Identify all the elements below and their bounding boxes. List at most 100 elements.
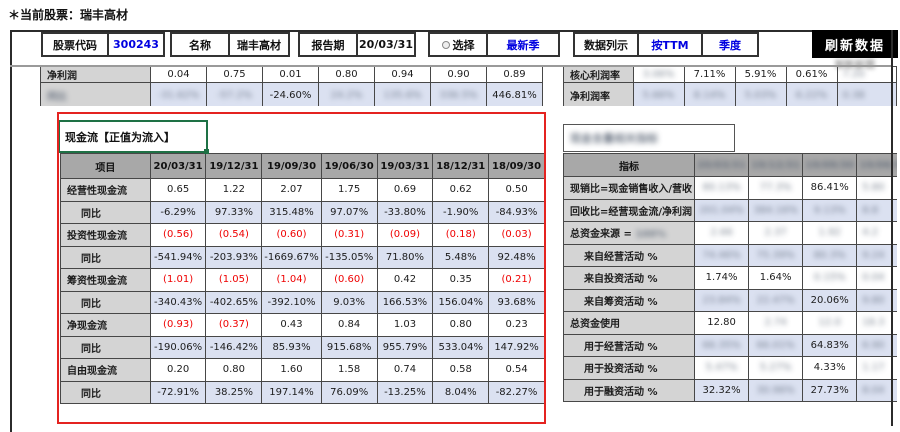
data-cell[interactable]: 12.80: [694, 311, 750, 335]
data-cell[interactable]: -190.06%: [149, 335, 207, 359]
column-header-date[interactable]: 19/06/30: [320, 153, 378, 179]
data-cell[interactable]: 0.90: [430, 66, 487, 83]
column-header-date[interactable]: 18/09/30: [488, 153, 545, 179]
data-cell[interactable]: 336.5%: [430, 82, 487, 106]
data-cell[interactable]: 201.04%: [694, 198, 750, 222]
column-header-date[interactable]: 19/12/31: [205, 153, 263, 179]
stock-name-value[interactable]: 瑞丰高材: [228, 34, 288, 55]
data-cell[interactable]: -135.05%: [320, 245, 378, 269]
row-label[interactable]: 回收比=经营现金流/净利润: [563, 198, 696, 222]
data-cell[interactable]: 9.03%: [320, 290, 378, 314]
data-cell[interactable]: 3.06%: [632, 66, 685, 83]
report-period-value[interactable]: 20/03/31: [356, 34, 414, 55]
data-cell[interactable]: (0.37): [205, 313, 263, 337]
data-cell[interactable]: 2.07: [261, 178, 322, 202]
data-cell[interactable]: 30.96%: [748, 378, 804, 402]
quarter-button[interactable]: 季度: [701, 34, 757, 55]
data-cell[interactable]: -82.27%: [488, 380, 545, 404]
data-cell[interactable]: 22.47%: [748, 288, 804, 312]
data-cell[interactable]: 1.75: [320, 178, 378, 202]
data-cell[interactable]: 20.06%: [802, 288, 858, 312]
data-cell[interactable]: 147.92%: [488, 335, 545, 359]
data-cell[interactable]: 955.79%: [376, 335, 434, 359]
radio-icon[interactable]: [441, 40, 450, 49]
data-cell[interactable]: 0.62: [432, 178, 490, 202]
row-label[interactable]: 经营性现金流: [60, 178, 151, 202]
data-cell[interactable]: 1.92: [802, 221, 858, 245]
data-cell[interactable]: -57.2%: [206, 82, 263, 106]
data-cell[interactable]: 384.16%: [748, 198, 804, 222]
data-cell[interactable]: 24.2%: [318, 82, 375, 106]
data-cell[interactable]: (0.93): [149, 313, 207, 337]
row-label[interactable]: 净利润率: [563, 82, 634, 106]
column-header-date[interactable]: 19/12/31: [748, 153, 804, 177]
data-cell[interactable]: -203.93%: [205, 245, 263, 269]
data-cell[interactable]: (1.04): [261, 268, 322, 292]
data-cell[interactable]: 5.48%: [432, 245, 490, 269]
data-cell[interactable]: 1.60: [261, 358, 322, 382]
data-cell[interactable]: (0.18): [432, 223, 490, 247]
data-cell[interactable]: 0.84: [320, 313, 378, 337]
data-cell[interactable]: 9.80: [856, 288, 897, 312]
data-cell[interactable]: 135.6%: [374, 82, 431, 106]
data-cell[interactable]: 2.37: [748, 221, 804, 245]
data-cell[interactable]: 0.69: [376, 178, 434, 202]
data-cell[interactable]: 66.01%: [748, 333, 804, 357]
data-cell[interactable]: 0.80: [432, 313, 490, 337]
data-cell[interactable]: 0.65: [149, 178, 207, 202]
data-cell[interactable]: 1.74%: [694, 266, 750, 290]
row-label[interactable]: 投资性现金流: [60, 223, 151, 247]
data-cell[interactable]: 197.14%: [261, 380, 322, 404]
data-cell[interactable]: 8.04: [856, 378, 897, 402]
data-cell[interactable]: 93.68%: [488, 290, 545, 314]
data-cell[interactable]: (1.01): [149, 268, 207, 292]
data-cell[interactable]: (0.60): [320, 268, 378, 292]
row-label[interactable]: 来自经营活动 %: [563, 243, 696, 267]
data-cell[interactable]: -1.90%: [432, 200, 490, 224]
data-cell[interactable]: -33.80%: [376, 200, 434, 224]
data-cell[interactable]: 23.84%: [694, 288, 750, 312]
data-cell[interactable]: 0.35: [432, 268, 490, 292]
data-cell[interactable]: 7.11%: [683, 66, 736, 83]
data-cell[interactable]: -31.62%: [150, 82, 207, 106]
data-cell[interactable]: 8.8: [856, 198, 897, 222]
data-cell[interactable]: 0.23: [488, 313, 545, 337]
data-cell[interactable]: 97.07%: [320, 200, 378, 224]
data-cell[interactable]: 0.01: [262, 66, 319, 83]
data-cell[interactable]: 5.03%: [734, 82, 787, 106]
latest-quarter-button[interactable]: 最新季: [486, 34, 558, 55]
column-header-date[interactable]: 18/12/31: [432, 153, 490, 179]
data-cell[interactable]: (0.54): [205, 223, 263, 247]
data-cell[interactable]: 166.53%: [376, 290, 434, 314]
data-cell[interactable]: 156.04%: [432, 290, 490, 314]
data-cell[interactable]: 86.41%: [802, 176, 858, 200]
data-cell[interactable]: (0.31): [320, 223, 378, 247]
data-cell[interactable]: 0.54: [488, 358, 545, 382]
indicator-section-title-box[interactable]: 现金含量相关指标: [563, 124, 735, 152]
data-cell[interactable]: 6.90: [856, 333, 897, 357]
select-radio[interactable]: 选择: [430, 34, 486, 55]
data-cell[interactable]: (0.03): [488, 223, 545, 247]
data-cell[interactable]: 76.09%: [320, 380, 378, 404]
data-cell[interactable]: 0.74: [376, 358, 434, 382]
data-cell[interactable]: (1.05): [205, 268, 263, 292]
row-label[interactable]: 同比: [60, 335, 151, 359]
row-label[interactable]: 用于投资活动 %: [563, 356, 696, 380]
data-cell[interactable]: -24.60%: [262, 82, 319, 106]
data-cell[interactable]: 1.58: [320, 358, 378, 382]
data-cell[interactable]: 0.80: [205, 358, 263, 382]
data-cell[interactable]: 64.83%: [802, 333, 858, 357]
data-cell[interactable]: (0.60): [261, 223, 322, 247]
row-label[interactable]: 筹资性现金流: [60, 268, 151, 292]
refresh-data-button[interactable]: 刷新数据: [812, 30, 898, 58]
data-cell[interactable]: 0.42: [376, 268, 434, 292]
row-label[interactable]: 现销比=现金销售收入/营收: [563, 176, 696, 200]
data-cell[interactable]: 5.80: [856, 176, 897, 200]
row-label[interactable]: 用于融资活动 %: [563, 378, 696, 402]
data-cell[interactable]: 1.64%: [748, 266, 804, 290]
data-cell[interactable]: -84.93%: [488, 200, 545, 224]
column-header-date[interactable]: 19/09/30: [802, 153, 858, 177]
column-header-date[interactable]: 19/09/30: [261, 153, 322, 179]
data-cell[interactable]: 75.39%: [748, 243, 804, 267]
data-cell[interactable]: 0.80: [318, 66, 375, 83]
